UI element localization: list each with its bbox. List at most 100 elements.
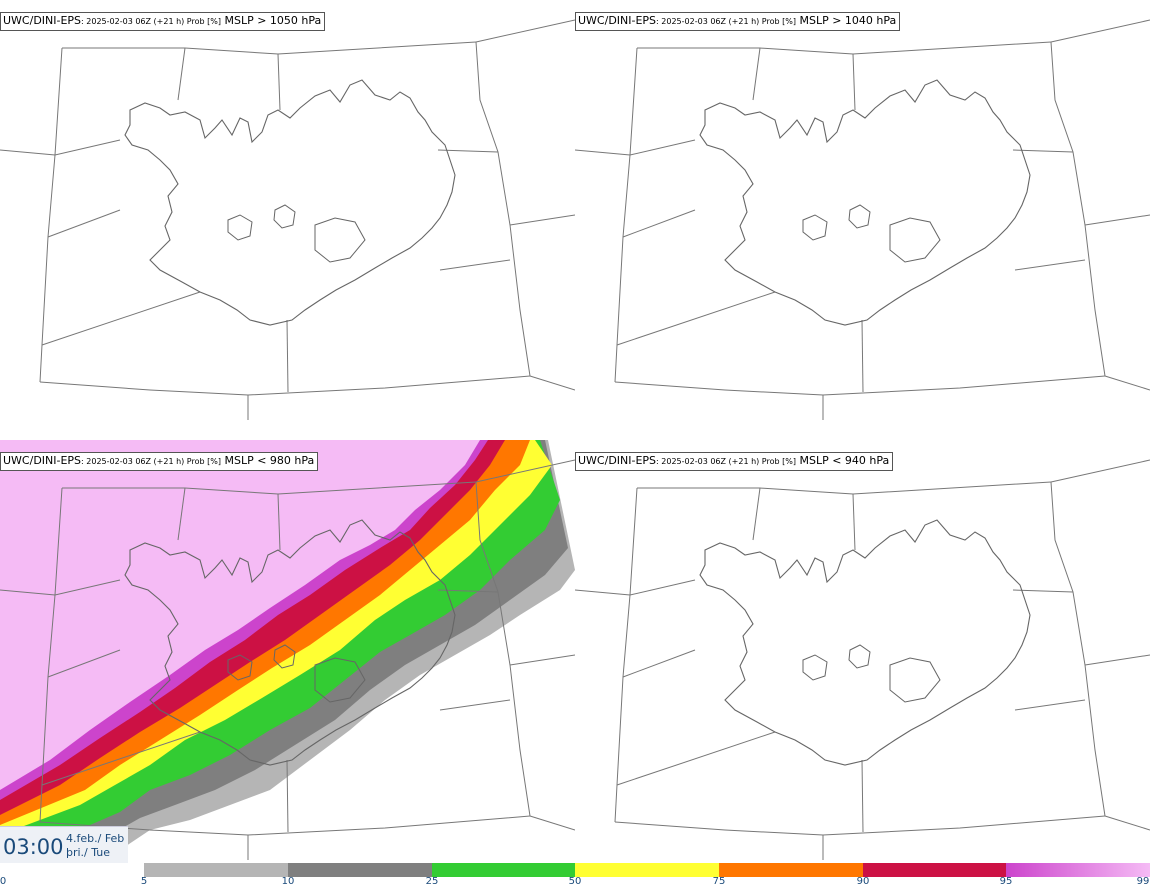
prob-band-99-100 bbox=[0, 440, 480, 790]
panel-meta: : 2025-02-03 06Z (+21 h) Prob [%] bbox=[656, 457, 796, 466]
glacier-outline bbox=[802, 214, 828, 241]
graticule-line bbox=[614, 815, 1106, 836]
graticule-line bbox=[575, 579, 696, 596]
glacier-outline bbox=[227, 214, 253, 241]
map-panel-mslp-lt-980: UWC/DINI-EPS: 2025-02-03 06Z (+21 h) Pro… bbox=[0, 440, 575, 860]
graticule-line bbox=[62, 41, 477, 55]
colorbar-segment bbox=[288, 863, 432, 877]
colorbar-segment bbox=[719, 863, 863, 877]
graticule-line bbox=[509, 654, 575, 666]
iceland-map bbox=[575, 459, 1150, 860]
graticule-line bbox=[752, 487, 761, 541]
panel-meta: : 2025-02-03 06Z (+21 h) Prob [%] bbox=[656, 17, 796, 26]
glacier-outline bbox=[802, 654, 828, 681]
graticule-line bbox=[475, 481, 531, 817]
colorbar-tick: 10 bbox=[281, 876, 295, 887]
panel-title: UWC/DINI-EPS: 2025-02-03 06Z (+21 h) Pro… bbox=[0, 12, 326, 31]
graticule-line bbox=[614, 375, 1106, 396]
graticule-line bbox=[475, 459, 575, 483]
valid-time-hour: 03:00 bbox=[3, 835, 64, 859]
graticule-line bbox=[529, 815, 575, 831]
colorbar-tick: 5 bbox=[140, 876, 148, 887]
graticule-line bbox=[41, 291, 201, 346]
graticule-line bbox=[1050, 481, 1106, 817]
glacier-outline bbox=[227, 654, 253, 681]
graticule-line bbox=[0, 579, 121, 596]
panel-threshold: MSLP > 1050 hPa bbox=[220, 14, 322, 27]
graticule-line bbox=[852, 493, 856, 551]
graticule-line bbox=[1014, 699, 1086, 711]
graticule-line bbox=[637, 41, 1052, 55]
panel-title: UWC/DINI-EPS: 2025-02-03 06Z (+21 h) Pro… bbox=[0, 452, 319, 471]
colorbar-segment bbox=[144, 863, 288, 877]
panel-source: UWC/DINI-EPS bbox=[3, 454, 82, 467]
graticule-line bbox=[1104, 815, 1150, 831]
panel-threshold: MSLP > 1040 hPa bbox=[795, 14, 897, 27]
colorbar-segment bbox=[863, 863, 1006, 877]
glacier-outline bbox=[848, 204, 871, 229]
graticule-line bbox=[475, 41, 531, 377]
valid-time-date: 4.feb./ Feb þri./ Tue bbox=[66, 832, 124, 860]
glacier-outline bbox=[273, 204, 296, 229]
iceland-coastline bbox=[699, 79, 1031, 326]
graticule-line bbox=[1014, 259, 1086, 271]
graticule-line bbox=[852, 53, 856, 111]
graticule-line bbox=[437, 149, 499, 153]
glacier-outline bbox=[314, 217, 366, 263]
graticule-line bbox=[177, 487, 186, 541]
graticule-line bbox=[286, 759, 289, 833]
panel-threshold: MSLP < 940 hPa bbox=[795, 454, 890, 467]
graticule-line bbox=[1050, 459, 1150, 483]
graticule-line bbox=[861, 319, 864, 393]
panel-source: UWC/DINI-EPS bbox=[578, 454, 657, 467]
glacier-outline bbox=[889, 217, 941, 263]
colorbar-tick: 25 bbox=[425, 876, 439, 887]
colorbar-tick-labels: 0 5 10 25 50 75 90 95 99 bbox=[0, 876, 1150, 891]
graticule-line bbox=[277, 53, 281, 111]
colorbar-tick: 0 bbox=[0, 876, 7, 887]
graticule-line bbox=[475, 19, 575, 43]
iceland-coastline bbox=[124, 79, 456, 326]
graticule-line bbox=[509, 214, 575, 226]
panel-source: UWC/DINI-EPS bbox=[3, 14, 82, 27]
valid-date-line1: 4.feb./ Feb bbox=[66, 832, 125, 845]
graticule-line bbox=[861, 759, 864, 833]
graticule-line bbox=[1050, 19, 1150, 43]
graticule-line bbox=[439, 699, 511, 711]
graticule-line bbox=[1084, 654, 1150, 666]
graticule-line bbox=[529, 375, 575, 391]
graticule-line bbox=[0, 139, 121, 156]
iceland-map bbox=[0, 440, 575, 860]
graticule-line bbox=[575, 139, 696, 156]
graticule-line bbox=[41, 731, 201, 786]
graticule-line bbox=[637, 481, 1052, 495]
probability-colorbar bbox=[0, 863, 1150, 877]
graticule-line bbox=[1104, 375, 1150, 391]
panel-threshold: MSLP < 980 hPa bbox=[220, 454, 315, 467]
graticule-line bbox=[614, 47, 638, 383]
panel-source: UWC/DINI-EPS bbox=[578, 14, 657, 27]
iceland-map bbox=[575, 19, 1150, 420]
graticule-line bbox=[47, 209, 121, 238]
valid-time-box: 03:00 4.feb./ Feb þri./ Tue bbox=[0, 826, 128, 865]
panel-meta: : 2025-02-03 06Z (+21 h) Prob [%] bbox=[81, 457, 221, 466]
graticule-line bbox=[177, 47, 186, 101]
graticule-line bbox=[1050, 41, 1106, 377]
glacier-outline bbox=[314, 657, 366, 703]
colorbar-tick: 90 bbox=[856, 876, 870, 887]
panel-meta: : 2025-02-03 06Z (+21 h) Prob [%] bbox=[81, 17, 221, 26]
graticule-line bbox=[614, 487, 638, 823]
colorbar-tick: 99 bbox=[1136, 876, 1150, 887]
graticule-line bbox=[39, 47, 63, 383]
graticule-line bbox=[752, 47, 761, 101]
colorbar-tick: 75 bbox=[712, 876, 726, 887]
map-panel-mslp-gt-1050: UWC/DINI-EPS: 2025-02-03 06Z (+21 h) Pro… bbox=[0, 0, 575, 420]
graticule-line bbox=[439, 259, 511, 271]
graticule-line bbox=[62, 481, 477, 495]
graticule-line bbox=[616, 731, 776, 786]
panel-title: UWC/DINI-EPS: 2025-02-03 06Z (+21 h) Pro… bbox=[575, 452, 894, 471]
iceland-coastline bbox=[699, 519, 1031, 766]
graticule-line bbox=[1084, 214, 1150, 226]
graticule-line bbox=[622, 649, 696, 678]
iceland-map bbox=[0, 19, 575, 420]
